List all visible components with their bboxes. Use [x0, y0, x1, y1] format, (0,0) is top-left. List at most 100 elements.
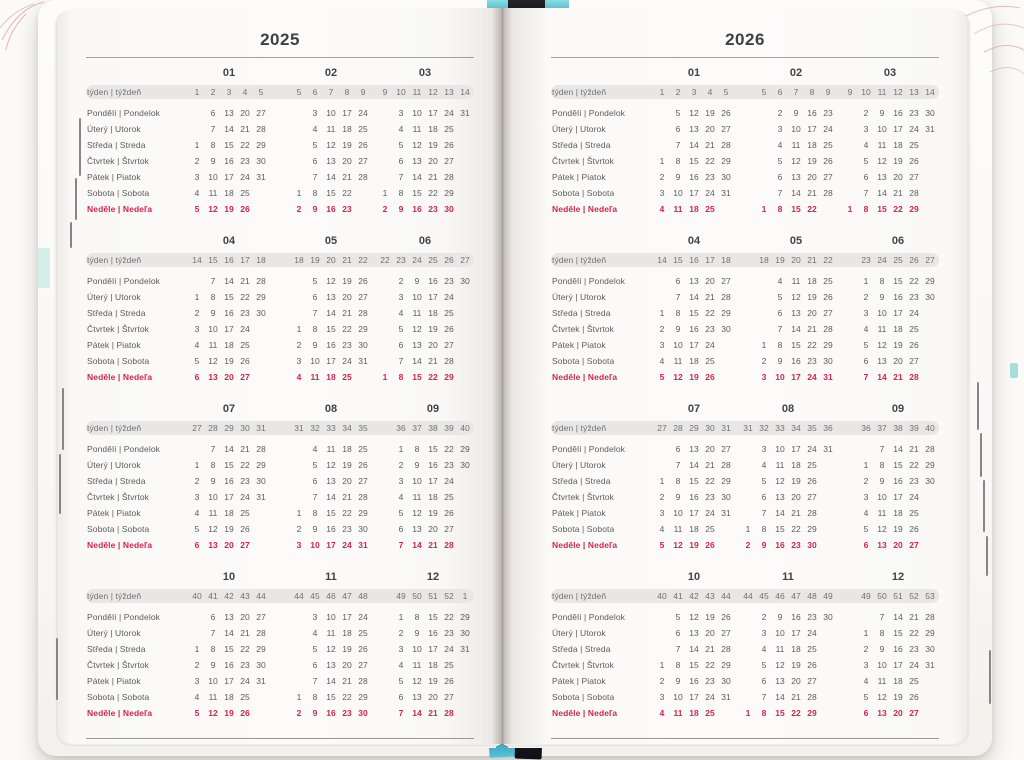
date-cell: 18 [428, 308, 438, 318]
date-cell: 12 [412, 676, 422, 686]
date-cell: 21 [705, 292, 715, 302]
week-cells: 2 9 16 23 30 [654, 170, 734, 184]
week-number: 31 [743, 423, 753, 433]
page-edge-tab [70, 222, 72, 248]
month-zone: 6 13 20 27 [740, 170, 836, 184]
date-cell: 6 [863, 172, 869, 182]
month-label: 10 [222, 571, 236, 583]
date-cell: 30 [460, 628, 470, 638]
date-cell: 23 [909, 476, 919, 486]
date-cell: 16 [326, 204, 336, 214]
date-cell: 16 [326, 524, 336, 534]
day-row: Úterý | Utorok 7 14 21 28 4 11 18 25 4 11 18 25 [86, 121, 474, 137]
date-cell [922, 538, 938, 552]
week-number: 52 [444, 591, 454, 601]
month-zone: 27 28 29 30 31 [638, 421, 734, 435]
week-number: 1 [462, 591, 468, 601]
week-number: 18 [721, 255, 731, 265]
day-label: Neděle | Nedeľa [87, 372, 153, 382]
date-cell [740, 474, 756, 488]
month-zone: 5 12 19 26 [173, 522, 269, 536]
date-cell: 1 [761, 204, 767, 214]
date-cell: 16 [412, 204, 422, 214]
date-cell: 7 [879, 612, 885, 622]
date-cell [189, 274, 205, 288]
week-number: 5 [296, 87, 302, 97]
date-cell: 4 [296, 372, 302, 382]
date-cell: 15 [326, 508, 336, 518]
date-cell: 31 [460, 108, 470, 118]
month-zone: 3 10 17 24 31 [275, 538, 371, 552]
date-cell: 30 [823, 356, 833, 366]
week-cells: 4 11 18 25 [189, 338, 269, 352]
date-cell [654, 274, 670, 288]
date-cell [291, 306, 307, 320]
week-number: 6 [312, 87, 318, 97]
week-cells: 6 13 20 27 [377, 154, 473, 168]
date-cell: 20 [224, 372, 234, 382]
date-cell: 16 [893, 476, 903, 486]
date-cell [355, 370, 371, 384]
date-cell: 5 [675, 612, 681, 622]
date-cell: 14 [412, 172, 422, 182]
date-cell: 5 [863, 156, 869, 166]
date-cell: 19 [342, 460, 352, 470]
date-cell [189, 122, 205, 136]
date-cell: 18 [428, 124, 438, 134]
day-row: Pátek | Piatok 4 11 18 25 2 9 16 23 30 6 13 20 27 [86, 337, 474, 353]
week-number: 41 [673, 591, 683, 601]
date-cell: 17 [807, 124, 817, 134]
week-number: 5 [723, 87, 729, 97]
date-cell: 20 [893, 708, 903, 718]
week-number: 37 [877, 423, 887, 433]
date-cell [253, 322, 269, 336]
month-zone: 09 [842, 402, 938, 416]
month-zone: 18 19 20 21 22 [275, 253, 371, 267]
date-cell: 6 [398, 524, 404, 534]
month-zone: 1 8 15 22 [740, 202, 836, 216]
month-zone: 2 9 16 23 30 [740, 538, 836, 552]
week-number: 15 [208, 255, 218, 265]
date-cell: 27 [909, 540, 919, 550]
month-zone: 7 14 21 28 [173, 122, 269, 136]
week-cells: 7 14 21 28 [189, 442, 269, 456]
month-zone: 7 14 21 28 [842, 610, 938, 624]
date-cell: 5 [194, 708, 200, 718]
date-cell: 25 [240, 508, 250, 518]
date-cell: 12 [877, 340, 887, 350]
day-label: Sobota | Sobota [552, 692, 615, 702]
date-cell: 1 [659, 660, 665, 670]
day-row: Čtvrtek | Štvrtok 2 9 16 23 30 6 13 20 27 4 11 18 25 [86, 657, 474, 673]
month-zone: 3 10 17 24 31 [638, 186, 734, 200]
date-cell: 8 [879, 628, 885, 638]
month-zone: 1 8 15 22 29 [638, 154, 734, 168]
month-zone: 4 11 18 25 [740, 458, 836, 472]
week-number: 28 [208, 423, 218, 433]
date-cell: 10 [775, 372, 785, 382]
date-cell: 14 [412, 540, 422, 550]
date-cell: 26 [909, 524, 919, 534]
day-row: Sobota | Sobota 3 10 17 24 31 7 14 21 28 7 14 21 28 [551, 185, 939, 201]
date-cell: 2 [745, 540, 751, 550]
month-zone: 4 11 18 25 [377, 490, 473, 504]
day-label: Pondělí | Pondelok [552, 276, 626, 286]
week-number: 36 [861, 423, 871, 433]
day-label: Pondělí | Pondelok [552, 444, 626, 454]
date-cell: 29 [721, 156, 731, 166]
date-cell [457, 506, 473, 520]
date-cell: 1 [382, 372, 388, 382]
month-zone: 7 14 21 28 [740, 322, 836, 336]
date-cell: 17 [893, 308, 903, 318]
date-cell: 26 [909, 156, 919, 166]
date-cell: 15 [224, 140, 234, 150]
date-cell: 11 [326, 444, 336, 454]
week-number: 8 [344, 87, 350, 97]
month-zone: 3 10 17 24 31 [740, 370, 836, 384]
week-cells: 5 12 19 26 [756, 154, 836, 168]
month-zone: 4 11 18 25 [377, 306, 473, 320]
date-cell: 25 [909, 676, 919, 686]
month-zone: 7 14 21 28 [275, 674, 371, 688]
date-cell [922, 338, 938, 352]
date-cell: 1 [659, 476, 665, 486]
day-label: Středa | Streda [552, 476, 611, 486]
